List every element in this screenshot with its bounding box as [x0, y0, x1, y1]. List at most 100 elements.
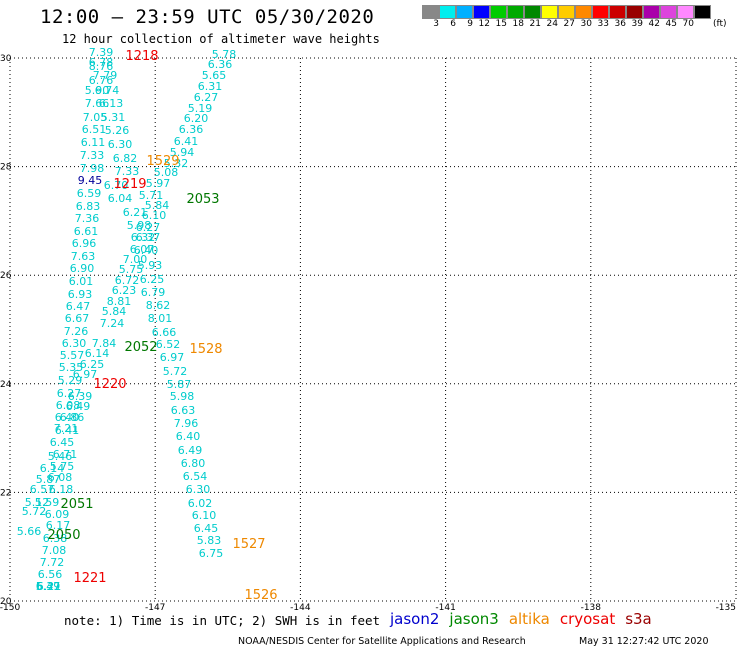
legend-label: 6: [450, 19, 456, 29]
swh-observation: 7.33: [80, 149, 105, 162]
swh-observation: 5.72: [163, 365, 188, 378]
legend-swatch: [507, 5, 524, 19]
swh-observation: 5.57: [60, 349, 85, 362]
swh-observation: 6.97: [160, 351, 185, 364]
swh-observation: 5.71: [139, 189, 164, 202]
pass-id-label: 1529: [146, 154, 179, 169]
swh-observation: 5.98: [170, 390, 195, 403]
swh-observation: 7.36: [75, 212, 100, 225]
swh-observation: 6.66: [152, 326, 177, 339]
swh-observation: 6.97: [73, 368, 98, 381]
swh-observation: 7.05: [83, 111, 108, 124]
legend-labels: 3 6 9 12 15 18 21 24 27 30 33 36 39 42 45 70 (ft): [422, 19, 726, 29]
pass-id-label: 1220: [93, 377, 126, 392]
swh-observation: 5.46: [48, 450, 73, 463]
legend-swatch: [439, 5, 456, 19]
latitude-tick-label: 26: [0, 271, 12, 281]
swh-observation: 7.98: [80, 162, 105, 175]
swh-observation: 6.31: [198, 80, 223, 93]
legend-label: 3: [433, 19, 439, 29]
legend-swatches: [422, 5, 727, 19]
swh-observation: 6.40: [134, 244, 159, 257]
swh-observation: 5.84: [102, 305, 127, 318]
swh-observation: 6.72: [115, 274, 140, 287]
legend-label: 36: [614, 19, 626, 29]
swh-observation: 6.49: [178, 444, 203, 457]
swh-observation: 6.40: [55, 411, 80, 424]
longitude-tick-label: -138: [581, 603, 602, 613]
pass-id-label: 1526: [244, 588, 277, 603]
swh-observation: 7.84: [92, 337, 117, 350]
wave-height-legend: 3 6 9 12 15 18 21 24 27 30 33 36 39 42 45 70 (ft): [422, 5, 727, 29]
swh-observation: 6.80: [181, 457, 206, 470]
swh-observation: 6.67: [65, 312, 90, 325]
swh-observation: 5.97: [146, 177, 171, 190]
swh-observation: 6.86: [60, 411, 85, 424]
swh-observation: 7.63: [71, 250, 96, 263]
legend-label: 33: [597, 19, 609, 29]
swh-observation: 5.29: [58, 374, 83, 387]
swh-observation: 5.83: [197, 534, 222, 547]
swh-observation: 5.75: [50, 460, 75, 473]
pass-id-label: 1218: [125, 49, 158, 64]
swh-observation: 6.08: [56, 399, 81, 412]
swh-observation: 5.78: [212, 48, 237, 61]
swh-observation: 8.62: [146, 299, 171, 312]
legend-swatch: [694, 5, 711, 19]
swh-observation: 6.27: [194, 91, 219, 104]
swh-observation: 6.07: [130, 243, 155, 256]
swh-observation: 6.02: [188, 497, 213, 510]
legend-label: 18: [512, 19, 524, 29]
swh-observation: 6.32: [131, 231, 156, 244]
legend-swatch: [422, 5, 439, 19]
satellite-key-altika: altika: [508, 610, 550, 628]
swh-observation: 6.61: [74, 225, 99, 238]
legend-label: 42: [648, 19, 660, 29]
page-title: 12:00 – 23:59 UTC 05/30/2020: [40, 6, 375, 28]
swh-observation: 6.41: [174, 135, 199, 148]
swh-observation: 9.45: [78, 174, 103, 187]
swh-observation: 7.33: [115, 165, 140, 178]
swh-observation: 6.23: [112, 284, 137, 297]
legend-label: 21: [529, 19, 541, 29]
longitude-tick-label: -135: [716, 603, 736, 613]
legend-swatch: [609, 5, 626, 19]
legend-swatch: [575, 5, 592, 19]
axis-labels: 30 28 26 24 22 20-150 -147 -144 -141 -138 -135: [0, 54, 736, 613]
pass-id-label: 1527: [232, 537, 265, 552]
swh-observation: 5.84: [145, 199, 170, 212]
swh-observation: 6.25: [80, 358, 105, 371]
swh-observation: 5.08: [154, 166, 179, 179]
swh-observation: 5.65: [202, 69, 227, 82]
swh-observation: 5.87: [36, 473, 61, 486]
swh-observation: 5.87: [167, 378, 192, 391]
legend-swatch: [558, 5, 575, 19]
swh-observation: 5.26: [105, 124, 130, 137]
legend-label: 45: [665, 19, 677, 29]
observation-labels: 7.396.788.767.796.765.906.747.666.137.05…: [17, 46, 237, 593]
satellite-legend: jason2 jason3 altika cryosat s3a: [390, 610, 662, 628]
swh-observation: 5.93: [138, 259, 163, 272]
swh-observation: 7.72: [40, 556, 65, 569]
swh-observation: 8.81: [107, 295, 132, 308]
legend-swatch: [456, 5, 473, 19]
latitude-tick-label: 24: [0, 380, 12, 390]
swh-observation: 5.59: [35, 496, 60, 509]
footnote: note: 1) Time is in UTC; 2) SWH is in fe…: [64, 613, 381, 628]
swh-observation: 6.96: [72, 237, 97, 250]
swh-observation: 5.98: [127, 219, 152, 232]
legend-label: 12: [478, 19, 490, 29]
swh-observation: 7.96: [174, 417, 199, 430]
swh-observation: 6.13: [99, 97, 124, 110]
swh-observation: 5.37: [36, 580, 61, 593]
swh-observation: 6.82: [113, 152, 138, 165]
swh-observation: 7.08: [42, 544, 67, 557]
swh-observation: 5.90: [85, 84, 110, 97]
swh-observation: 7.66: [85, 97, 110, 110]
swh-observation: 6.59: [77, 187, 102, 200]
swh-observation: 6.11: [81, 136, 106, 149]
swh-observation: 6.21: [37, 580, 62, 593]
swh-observation: 6.45: [194, 522, 219, 535]
pass-id-label: 2050: [47, 528, 80, 543]
legend-label: 15: [495, 19, 507, 29]
